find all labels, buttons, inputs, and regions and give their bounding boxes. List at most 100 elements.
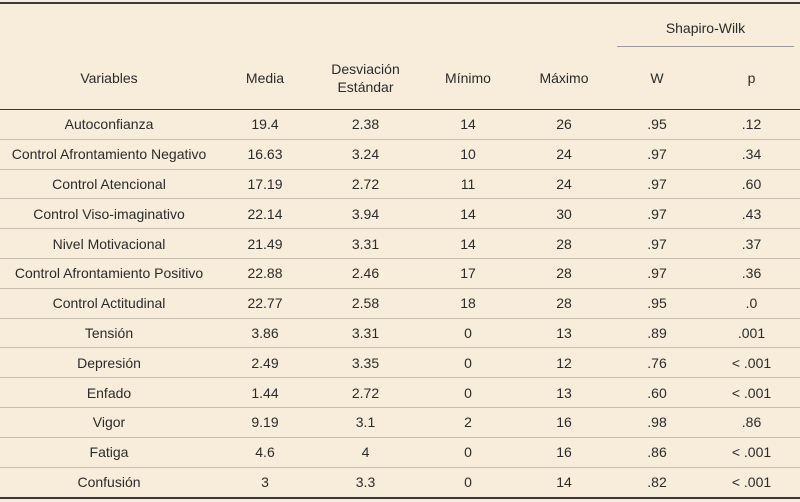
cell-desviacion: 3.35 [351,354,380,371]
cell-p: .12 [741,116,762,133]
cell-media: 3.86 [251,324,279,341]
cell-w: .97 [647,175,667,192]
cell-variable: Control Afrontamiento Positivo [14,265,204,282]
cell-p: < .001 [731,354,772,371]
cell-desviacion: 3.94 [351,205,380,222]
cell-desviacion: 2.58 [351,295,380,312]
cell-maximo: 13 [556,384,572,401]
table-bottom-rule [0,497,800,499]
shapiro-wilk-group-header: Shapiro-Wilk [617,4,794,47]
table-row: Vigor 9.19 3.1 2 16 .98 .86 [0,408,800,438]
table-row: Confusión 3 3.3 0 14 .82 < .001 [0,468,800,498]
header-desviacion-estandar-text: Desviación Estándar [331,61,400,95]
cell-minimo: 14 [460,116,476,133]
cell-desviacion: 2.72 [351,384,380,401]
cell-maximo: 16 [556,414,572,431]
header-maximo: Máximo [539,70,589,86]
table-row: Control Viso-imaginativo 22.14 3.94 14 30 .97… [0,199,800,230]
table-row: Control Actitudinal 22.77 2.58 18 28 .95 .0 [0,289,800,319]
header-media: Media [245,70,285,86]
cell-minimo: 0 [464,444,472,461]
cell-p: .0 [745,295,758,312]
cell-desviacion: 3.31 [351,235,380,252]
cell-media: 17.19 [247,175,283,192]
cell-variable: Control Atencional [52,175,166,192]
cell-maximo: 24 [556,146,572,163]
cell-minimo: 0 [464,354,472,371]
cell-variable: Nivel Motivacional [52,235,166,252]
cell-variable: Fatiga [89,444,129,461]
cell-minimo: 18 [460,295,476,312]
cell-variable: Autoconfianza [64,116,154,133]
cell-w: .82 [647,474,667,491]
cell-variable: Enfado [86,384,132,401]
cell-maximo: 30 [556,205,572,222]
table-row: Control Afrontamiento Negativo 16.63 3.24 1… [0,140,800,170]
cell-p: .43 [741,205,762,222]
cell-maximo: 26 [556,116,572,133]
cell-desviacion: 2.38 [351,116,380,133]
cell-minimo: 0 [464,474,472,491]
cell-p: .34 [741,146,762,163]
cell-w: .86 [647,444,667,461]
table-row: Autoconfianza 19.4 2.38 14 26 .95 .12 [0,110,800,140]
cell-w: .97 [647,146,667,163]
table-row: Tensión 3.86 3.31 0 13 .89 .001 [0,319,800,349]
cell-w: .60 [647,384,667,401]
cell-media: 22.14 [247,205,283,222]
cell-media: 21.49 [247,235,283,252]
cell-p: .37 [741,235,762,252]
cell-p: .60 [741,175,762,192]
cell-media: 19.4 [251,116,279,133]
header-desviacion-estandar: Desviación Estándar [312,46,419,110]
cell-p: < .001 [731,384,772,401]
header-variables: Variables [80,70,138,86]
table-row: Fatiga 4.6 4 0 16 .86 < .001 [0,438,800,468]
cell-w: .89 [647,324,667,341]
cell-maximo: 14 [556,474,572,491]
cell-media: 22.88 [247,265,283,282]
cell-variable: Depresión [77,354,141,371]
cell-maximo: 28 [556,295,572,312]
cell-p: < .001 [731,474,772,491]
cell-w: .76 [647,354,667,371]
cell-minimo: 0 [464,324,472,341]
cell-maximo: 16 [556,444,572,461]
cell-minimo: 17 [460,265,476,282]
header-p: p [747,70,756,86]
cell-desviacion: 3.24 [351,146,380,163]
cell-minimo: 14 [460,235,476,252]
cell-maximo: 28 [556,235,572,252]
cell-minimo: 0 [464,384,472,401]
cell-w: .95 [647,116,667,133]
cell-variable: Control Actitudinal [52,295,166,312]
header-minimo: Mínimo [445,70,491,86]
cell-maximo: 13 [556,324,572,341]
cell-media: 4.6 [255,444,275,461]
table-row: Nivel Motivacional 21.49 3.31 14 28 .97 .37 [0,229,800,259]
cell-media: 16.63 [247,146,283,163]
cell-desviacion: 3.31 [351,324,380,341]
table-header: Shapiro-Wilk Variables Media Desviación … [0,4,800,110]
cell-w: .97 [647,265,667,282]
cell-desviacion: 3.1 [355,414,376,431]
cell-variable: Control Afrontamiento Negativo [11,146,207,163]
cell-media: 9.19 [251,414,279,431]
cell-minimo: 10 [460,146,476,163]
table-body: Autoconfianza 19.4 2.38 14 26 .95 .12 Control A… [0,110,800,497]
cell-desviacion: 2.46 [351,265,380,282]
cell-w: .97 [647,235,667,252]
cell-p: < .001 [731,444,772,461]
cell-desviacion: 2.72 [351,175,380,192]
cell-media: 3 [261,474,269,491]
header-w: W [650,70,664,86]
cell-variable: Control Viso-imaginativo [33,205,185,222]
cell-p: .001 [737,324,766,341]
cell-media: 1.44 [251,384,279,401]
cell-w: .98 [647,414,667,431]
cell-variable: Tensión [84,324,134,341]
cell-maximo: 12 [556,354,572,371]
cell-media: 22.77 [247,295,283,312]
table-top-rule [0,2,800,4]
